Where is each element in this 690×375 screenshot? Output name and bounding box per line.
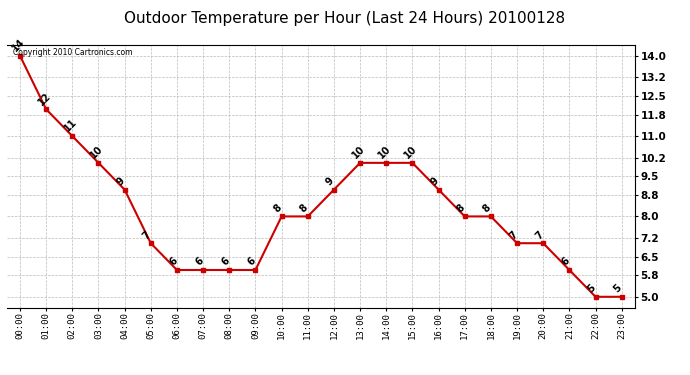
Text: 8: 8 [272,202,284,214]
Text: 8: 8 [481,202,493,214]
Text: 9: 9 [324,176,336,188]
Text: 14: 14 [10,37,27,54]
Text: 9: 9 [115,176,127,188]
Text: 11: 11 [63,117,79,134]
Text: 6: 6 [193,256,205,268]
Text: 10: 10 [377,144,393,161]
Text: 6: 6 [560,256,571,268]
Text: 6: 6 [167,256,179,268]
Text: 7: 7 [141,229,153,241]
Text: 8: 8 [298,202,310,214]
Text: 7: 7 [507,229,519,241]
Text: 12: 12 [37,90,53,107]
Text: 10: 10 [89,144,106,161]
Text: 6: 6 [246,256,257,268]
Text: 10: 10 [403,144,420,161]
Text: 8: 8 [455,202,467,214]
Text: Outdoor Temperature per Hour (Last 24 Hours) 20100128: Outdoor Temperature per Hour (Last 24 Ho… [124,11,566,26]
Text: 9: 9 [429,176,441,188]
Text: 5: 5 [586,283,598,295]
Text: 7: 7 [533,229,545,241]
Text: 5: 5 [612,283,624,295]
Text: 6: 6 [219,256,231,268]
Text: 10: 10 [351,144,367,161]
Text: Copyright 2010 Cartronics.com: Copyright 2010 Cartronics.com [13,48,132,57]
